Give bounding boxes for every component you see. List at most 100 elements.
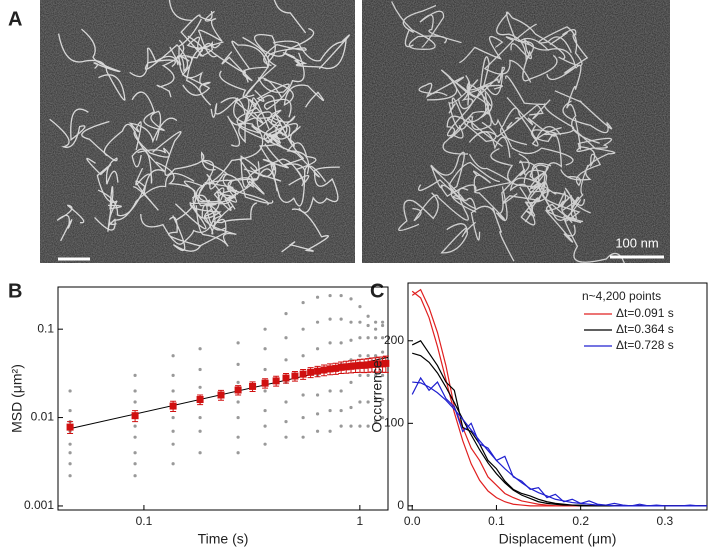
data-point <box>358 424 362 428</box>
data-point <box>358 354 362 358</box>
mean-point <box>307 368 315 376</box>
data-point <box>339 389 343 393</box>
data-point <box>380 373 385 377</box>
data-point <box>263 408 267 413</box>
data-point <box>236 400 240 404</box>
data-point <box>284 358 288 362</box>
data-point <box>198 451 202 455</box>
mean-point <box>299 370 307 378</box>
data-point <box>380 350 385 354</box>
mean-point <box>169 402 177 410</box>
data-point <box>236 341 240 345</box>
mean-point <box>196 396 204 404</box>
mean-point <box>352 362 360 370</box>
plot-frame <box>407 282 708 511</box>
data-point <box>284 400 288 404</box>
x-tick-label: 0.1 <box>136 514 153 528</box>
y-axis-label: Occurrence <box>369 360 385 433</box>
data-point <box>315 347 320 351</box>
y-axis-label: MSD (μm²) <box>9 364 25 433</box>
data-point <box>380 320 385 324</box>
legend-label: Δt=0.364 s <box>616 322 674 336</box>
data-point <box>339 408 343 413</box>
mean-point <box>347 362 355 370</box>
data-point <box>374 327 378 331</box>
mean-point <box>382 359 390 367</box>
data-point <box>171 442 175 446</box>
data-point <box>236 435 240 439</box>
data-point <box>68 474 72 478</box>
data-point <box>171 373 175 377</box>
data-point <box>366 336 370 340</box>
mean-point <box>66 423 74 431</box>
data-point <box>133 400 137 404</box>
data-point <box>328 293 332 298</box>
data-line <box>411 340 707 507</box>
data-point <box>284 312 288 316</box>
data-point <box>315 429 320 433</box>
data-point <box>358 373 362 377</box>
data-point <box>133 435 137 439</box>
data-point <box>315 393 320 397</box>
data-point <box>263 389 267 393</box>
fit-line <box>412 352 707 507</box>
data-point <box>328 341 332 345</box>
data-point <box>366 400 370 404</box>
data-point <box>198 429 202 433</box>
data-point <box>358 336 362 340</box>
data-point <box>301 415 305 420</box>
mean-point <box>332 364 340 372</box>
x-tick-label: 0.2 <box>572 514 589 528</box>
legend-label: Δt=0.728 s <box>616 338 674 352</box>
mean-point <box>217 391 225 399</box>
data-point <box>171 462 175 466</box>
data-point <box>198 385 202 389</box>
data-point <box>68 462 72 466</box>
data-point <box>366 373 370 377</box>
data-point <box>349 320 353 324</box>
data-point <box>374 397 378 402</box>
legend-title: n~4,200 points <box>582 289 661 303</box>
mean-point <box>372 360 380 368</box>
mean-point <box>342 363 350 371</box>
data-point <box>133 474 137 478</box>
data-point <box>328 317 332 321</box>
y-tick-label: 0.1 <box>37 321 54 335</box>
data-point <box>171 389 175 393</box>
data-point <box>374 320 378 324</box>
y-tick-label: 100 <box>384 415 404 429</box>
mean-point <box>291 372 299 380</box>
x-tick-label: 1 <box>357 514 364 528</box>
mean-point <box>360 361 368 369</box>
micrograph-right: 100 nm <box>362 0 670 263</box>
mean-point <box>272 377 280 385</box>
mean-point <box>337 363 345 371</box>
data-point <box>236 380 240 384</box>
data-point <box>171 354 175 358</box>
data-point <box>301 327 305 331</box>
data-point <box>133 424 137 428</box>
data-point <box>339 293 343 298</box>
data-point <box>133 373 137 377</box>
mean-point <box>282 374 290 382</box>
data-point <box>315 320 320 324</box>
data-point <box>339 341 343 345</box>
data-point <box>349 424 353 428</box>
data-point <box>315 295 320 299</box>
data-point <box>380 336 385 340</box>
mean-point <box>261 379 269 387</box>
y-tick-label: 0 <box>397 498 404 512</box>
data-point <box>198 347 202 351</box>
data-point <box>339 424 343 428</box>
data-point <box>284 420 288 424</box>
data-point <box>263 442 267 446</box>
data-point <box>68 389 72 393</box>
data-point <box>68 442 72 446</box>
y-tick-label: 200 <box>384 333 404 347</box>
data-point <box>263 327 267 331</box>
data-point <box>328 408 332 413</box>
data-point <box>366 314 370 318</box>
data-point <box>198 415 202 420</box>
x-axis-label: Time (s) <box>198 531 249 547</box>
data-point <box>284 435 288 439</box>
